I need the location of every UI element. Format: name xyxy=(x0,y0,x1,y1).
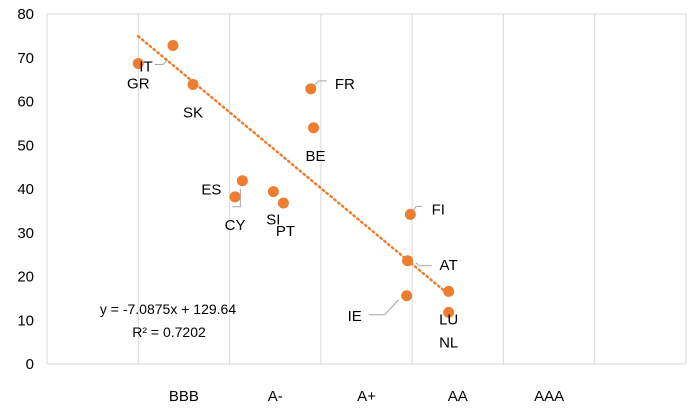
point-label: LU xyxy=(439,311,458,328)
x-tick-label: A- xyxy=(268,388,283,405)
data-point xyxy=(229,191,241,203)
data-point xyxy=(236,175,248,187)
trendline-layer xyxy=(137,35,450,296)
data-point xyxy=(443,285,455,297)
trendline-r-squared-text: R² = 0.7202 xyxy=(132,324,206,340)
y-tick-label: 10 xyxy=(17,312,34,329)
leader-line xyxy=(415,262,432,267)
y-tick-label: 40 xyxy=(17,181,34,198)
y-tick-label: 70 xyxy=(17,50,34,67)
data-point xyxy=(402,255,414,267)
leader-line xyxy=(412,205,423,211)
data-point xyxy=(132,57,144,69)
point-label: GR xyxy=(127,75,150,92)
trendline xyxy=(137,35,450,296)
grid-layer xyxy=(46,13,687,364)
point-label: BE xyxy=(306,148,326,165)
point-label: CY xyxy=(225,217,246,234)
leader-line xyxy=(368,299,400,316)
x-tick-label: A+ xyxy=(357,388,376,405)
data-point xyxy=(404,208,416,220)
point-label: NL xyxy=(439,334,458,351)
x-tick-label: BBB xyxy=(169,388,199,405)
x-tick-label: AA xyxy=(448,388,468,405)
y-tick-label: 30 xyxy=(17,225,34,242)
data-point xyxy=(187,78,199,90)
point-label: SK xyxy=(183,104,203,121)
leader-lines-layer xyxy=(154,59,432,316)
data-point xyxy=(267,186,279,198)
data-point xyxy=(308,122,320,134)
data-point xyxy=(401,290,413,302)
data-point xyxy=(167,40,179,51)
trendline-equation-text: y = -7.0875x + 129.64 xyxy=(100,301,236,317)
points-layer xyxy=(132,40,455,318)
y-tick-label: 0 xyxy=(26,356,34,373)
point-label: AT xyxy=(440,257,458,274)
leader-line xyxy=(154,59,169,65)
data-point xyxy=(443,306,455,318)
y-tick-label: 20 xyxy=(17,269,34,286)
y-tick-label: 60 xyxy=(17,94,34,111)
point-label: PT xyxy=(276,223,295,240)
y-tick-label: 50 xyxy=(17,137,34,154)
point-label: IT xyxy=(139,59,152,76)
point-label: ES xyxy=(201,182,221,199)
y-tick-label: 80 xyxy=(17,6,34,23)
leader-line xyxy=(232,188,241,208)
point-label: FR xyxy=(335,76,355,93)
point-label: FI xyxy=(432,201,445,218)
x-tick-label: AAA xyxy=(534,388,564,405)
point-label: SI xyxy=(266,212,280,229)
data-point xyxy=(277,197,289,209)
leader-line xyxy=(314,80,327,86)
data-point xyxy=(305,83,317,95)
point-label: IE xyxy=(348,308,362,325)
trendline-equation: y = -7.0875x + 129.64 R² = 0.7202 xyxy=(100,301,236,340)
